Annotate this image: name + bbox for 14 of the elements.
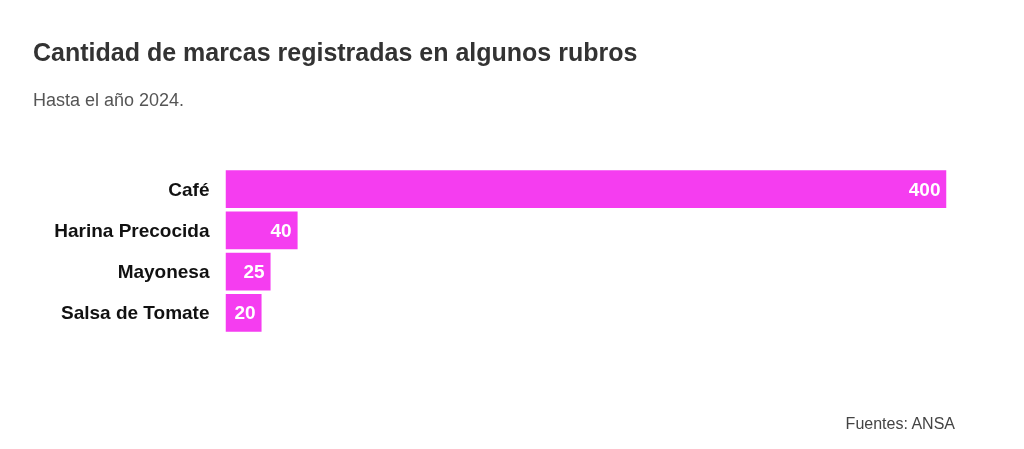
data-label: 40 (270, 219, 292, 241)
bar (225, 211, 298, 250)
chart-subtitle: Hasta el año 2024. (33, 89, 185, 112)
source-note: Fuentes: ANSA (845, 414, 955, 434)
bar (225, 252, 271, 291)
y-tick-label: Mayonesa (117, 261, 210, 283)
data-label: 20 (234, 302, 256, 324)
y-tick-label: Salsa de Tomate (60, 302, 210, 324)
y-tick-label: Harina Precocida (54, 219, 210, 241)
bar (225, 170, 947, 209)
data-label: 400 (908, 178, 941, 200)
data-label: 25 (243, 261, 265, 283)
chart-title: Cantidad de marcas registradas en algunos rubros (33, 37, 638, 68)
y-tick-label: Café (168, 178, 210, 200)
